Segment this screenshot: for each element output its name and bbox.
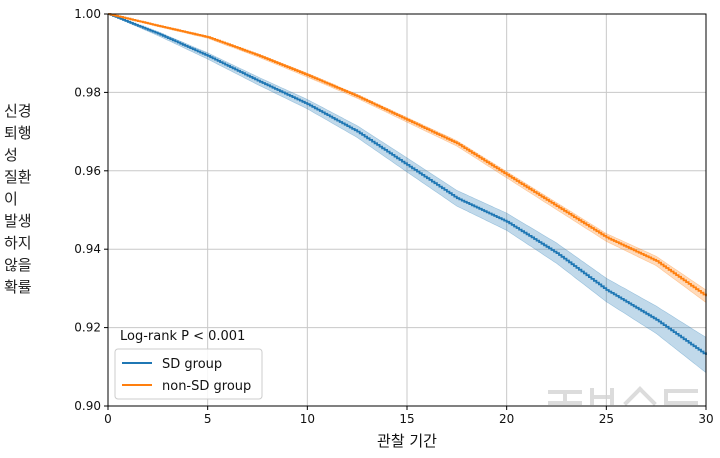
legend-label: SD group xyxy=(162,357,222,372)
y-tick-label: 0.96 xyxy=(74,164,101,178)
logrank-annotation: Log-rank P < 0.001 xyxy=(120,329,245,344)
y-tick-label: 0.94 xyxy=(74,242,101,256)
x-tick-label: 5 xyxy=(204,412,212,426)
y-axis-label-line: 신경 xyxy=(4,102,32,120)
plot-frame xyxy=(107,13,707,407)
y-axis-label-line: 하지 xyxy=(4,234,32,252)
legend: SD group non-SD group xyxy=(114,348,263,400)
x-tick-label: 10 xyxy=(300,412,315,426)
watermark-stroke xyxy=(637,386,657,406)
y-axis-label-line: 발생 xyxy=(4,212,32,230)
y-tick-label: 1.00 xyxy=(74,7,101,21)
y-axis-label-line: 확률 xyxy=(4,278,32,296)
y-tick-label: 0.92 xyxy=(74,321,101,335)
x-tick-label: 30 xyxy=(698,412,713,426)
x-tick-label: 15 xyxy=(399,412,414,426)
legend-label: non-SD group xyxy=(162,379,251,394)
x-axis-label: 관찰 기간 xyxy=(377,432,437,450)
x-tick-label: 25 xyxy=(599,412,614,426)
x-tick-label: 20 xyxy=(499,412,514,426)
watermark-stroke xyxy=(623,386,643,406)
legend-box xyxy=(114,348,263,400)
x-tick-label: 0 xyxy=(104,412,112,426)
y-axis-label-line: 퇴행성 xyxy=(4,124,32,164)
watermark-logo xyxy=(548,386,698,406)
series-line-1 xyxy=(108,13,707,297)
series-line-0 xyxy=(108,13,707,355)
y-tick-label: 0.98 xyxy=(74,85,101,99)
y-axis-label-line: 않을 xyxy=(4,256,32,274)
y-tick-label: 0.90 xyxy=(74,399,101,413)
y-axis-label-line: 질환이 xyxy=(4,168,32,208)
